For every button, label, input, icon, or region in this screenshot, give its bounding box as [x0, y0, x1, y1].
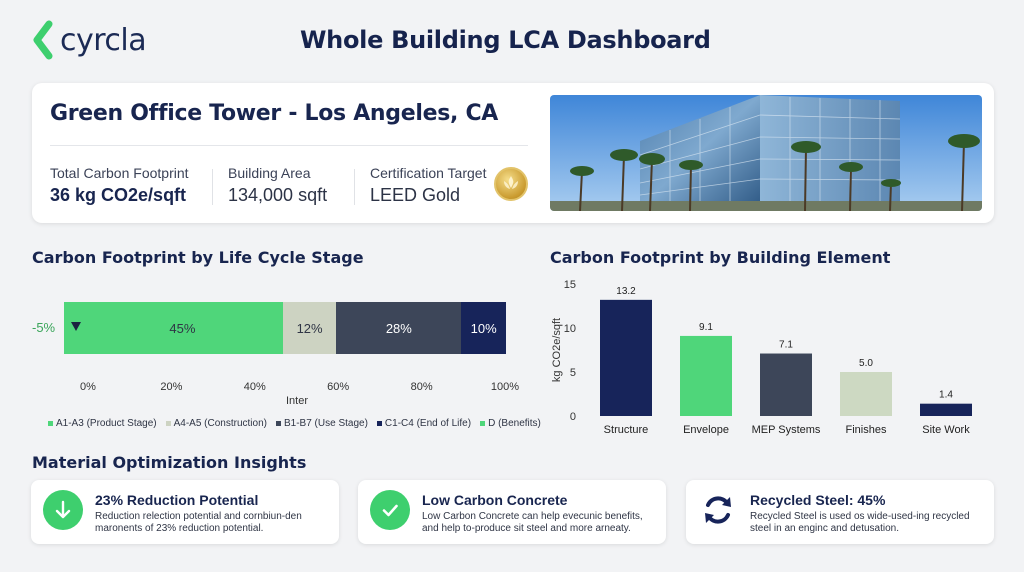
project-summary-card: Green Office Tower - Los Angeles, CA Tot… — [32, 83, 994, 223]
x-tick-label: 80% — [410, 381, 433, 393]
insight-card-steel[interactable]: Recycled Steel: 45% Recycled Steel is us… — [686, 480, 994, 544]
cyrcla-logo[interactable]: cyrcla — [32, 20, 147, 60]
legend-item[interactable]: B1-B7 (Use Stage) — [275, 418, 368, 429]
recycle-arrows-icon — [698, 490, 738, 530]
legend-item[interactable]: A4-A5 (Construction) — [165, 418, 267, 429]
project-title: Green Office Tower - Los Angeles, CA — [50, 101, 499, 126]
legend-item[interactable]: A1-A3 (Product Stage) — [48, 418, 157, 429]
lifecycle-x-axis-label: Inter — [286, 395, 309, 407]
stat-certification: Certification Target LEED Gold — [370, 165, 486, 206]
bar-envelope[interactable] — [680, 335, 732, 416]
bar-value-label: 7.1 — [779, 340, 793, 351]
page-title: Whole Building LCA Dashboard — [300, 26, 711, 54]
insights-section-title: Material Optimization Insights — [32, 453, 307, 472]
legend-item[interactable]: D (Benefits) — [480, 418, 541, 429]
bar-value-label: 13.2 — [616, 286, 636, 297]
bar-value-label: 9.1 — [699, 322, 713, 333]
x-tick-label: 100% — [490, 381, 520, 393]
legend-swatch — [48, 420, 53, 426]
x-category-label: Envelope — [683, 424, 729, 436]
bar-mep-systems[interactable] — [760, 353, 812, 416]
x-tick-label: 0% — [80, 381, 96, 393]
legend-label: A1-A3 (Product Stage) — [56, 418, 157, 429]
leed-gold-badge-icon — [494, 167, 528, 201]
y-tick-label: 10 — [564, 323, 576, 335]
logo-wordmark: cyrcla — [60, 22, 147, 58]
bar-structure[interactable] — [600, 299, 652, 416]
stat-building-area: Building Area 134,000 sqft — [228, 165, 327, 206]
bar-finishes[interactable] — [840, 372, 892, 416]
insight-card-reduction[interactable]: 23% Reduction Potential Reduction relect… — [31, 480, 339, 544]
x-category-label: Structure — [604, 424, 649, 436]
legend-swatch — [376, 420, 382, 426]
chevron-logo-icon — [33, 20, 53, 60]
insight-title: Recycled Steel: 45% — [750, 492, 886, 508]
insight-text: Recycled Steel is used os wide-used-ing … — [750, 511, 970, 534]
x-category-label: Finishes — [846, 424, 887, 436]
office-tower-photo — [550, 95, 982, 211]
legend-swatch — [275, 420, 281, 426]
stat-separator — [212, 169, 213, 205]
insight-text: Low Carbon Concrete can help evecunic be… — [422, 511, 643, 534]
stat-value: LEED Gold — [370, 185, 461, 205]
bar-segment-b1-b7[interactable]: 28% — [336, 302, 462, 354]
stat-value: 134,000 sqft — [228, 185, 328, 205]
insight-title: 23% Reduction Potential — [95, 492, 259, 508]
y-axis-label: kg CO2e/sqft — [551, 318, 563, 382]
bar-segment-a4-a5[interactable]: 12% — [282, 302, 337, 354]
x-tick-label: 60% — [327, 381, 350, 393]
bar-segment-c1-c4[interactable]: 10% — [461, 302, 506, 354]
stat-label: Total Carbon Footprint — [50, 165, 189, 181]
legend-label: C1-C4 (End of Life) — [384, 418, 472, 429]
legend-label: A4-A5 (Construction) — [173, 418, 267, 429]
element-section-title: Carbon Footprint by Building Element — [550, 248, 891, 267]
benefits-marker-icon — [71, 322, 81, 331]
y-tick-label: 5 — [570, 367, 576, 379]
bar-segment-a1-a3[interactable]: 45% — [82, 302, 283, 354]
lifecycle-legend: A1-A3 (Product Stage) A4-A5 (Construction… — [48, 418, 541, 429]
insight-text: Reduction relection potential and cornbi… — [95, 511, 302, 534]
stat-separator — [354, 169, 355, 205]
stat-value: 36 kg CO2e/sqft — [50, 185, 187, 205]
bar-value-label: 1.4 — [939, 390, 953, 401]
benefits-negative-label: -5% — [32, 320, 56, 335]
lifecycle-section-title: Carbon Footprint by Life Cycle Stage — [32, 248, 364, 267]
stat-label: Building Area — [228, 165, 311, 181]
lifecycle-stacked-bar: 45% 12% 28% 10% — [64, 302, 506, 354]
x-tick-label: 20% — [160, 381, 183, 393]
arrow-down-icon — [43, 490, 83, 530]
insight-card-concrete[interactable]: Low Carbon Concrete Low Carbon Concrete … — [358, 480, 666, 544]
x-category-label: MEP Systems — [752, 424, 821, 436]
divider — [50, 145, 528, 146]
stat-total-carbon: Total Carbon Footprint 36 kg CO2e/sqft — [50, 165, 189, 206]
bar-site-work[interactable] — [920, 403, 972, 416]
bar-value-label: 5.0 — [859, 358, 873, 369]
legend-swatch — [480, 420, 486, 426]
stat-label: Certification Target — [370, 165, 487, 181]
x-tick-label: 40% — [243, 381, 266, 393]
legend-item[interactable]: C1-C4 (End of Life) — [376, 418, 472, 429]
checkmark-icon — [370, 490, 410, 530]
legend-label: B1-B7 (Use Stage) — [283, 418, 368, 429]
y-tick-label: 0 — [570, 411, 576, 423]
legend-label: D (Benefits) — [488, 418, 541, 429]
y-tick-label: 15 — [564, 279, 576, 291]
x-category-label: Site Work — [922, 424, 970, 436]
insight-title: Low Carbon Concrete — [422, 492, 568, 508]
element-bar-chart: kg CO2e/sqft 15 10 5 0 13.2 Structure 9.1 Envelo… — [551, 279, 972, 436]
legend-swatch — [165, 420, 171, 426]
